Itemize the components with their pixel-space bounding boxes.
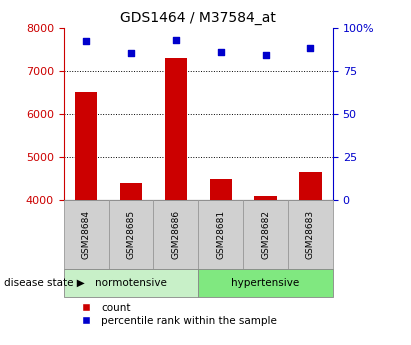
Bar	[199, 269, 333, 297]
Bar	[64, 200, 109, 269]
Text: normotensive: normotensive	[95, 278, 167, 288]
Bar	[243, 200, 288, 269]
Text: hypertensive: hypertensive	[231, 278, 300, 288]
Bar	[75, 92, 97, 200]
Bar	[109, 200, 153, 269]
Point	[307, 46, 314, 51]
Bar	[120, 183, 142, 200]
Bar	[165, 58, 187, 200]
Bar	[299, 172, 322, 200]
Bar	[288, 200, 333, 269]
Title: GDS1464 / M37584_at: GDS1464 / M37584_at	[120, 11, 276, 25]
Bar	[199, 200, 243, 269]
Point	[173, 37, 179, 42]
Bar	[64, 269, 199, 297]
Text: GSM28684: GSM28684	[82, 210, 91, 259]
Bar	[254, 196, 277, 200]
Text: GSM28686: GSM28686	[171, 210, 180, 259]
Point	[83, 39, 90, 44]
Bar	[153, 200, 199, 269]
Text: GSM28681: GSM28681	[216, 210, 225, 259]
Point	[128, 51, 134, 56]
Text: disease state ▶: disease state ▶	[4, 278, 85, 288]
Point	[262, 52, 269, 58]
Text: GSM28685: GSM28685	[127, 210, 136, 259]
Legend: count, percentile rank within the sample: count, percentile rank within the sample	[75, 302, 278, 327]
Point	[217, 49, 224, 55]
Text: GSM28682: GSM28682	[261, 210, 270, 259]
Bar	[210, 179, 232, 200]
Text: GSM28683: GSM28683	[306, 210, 315, 259]
